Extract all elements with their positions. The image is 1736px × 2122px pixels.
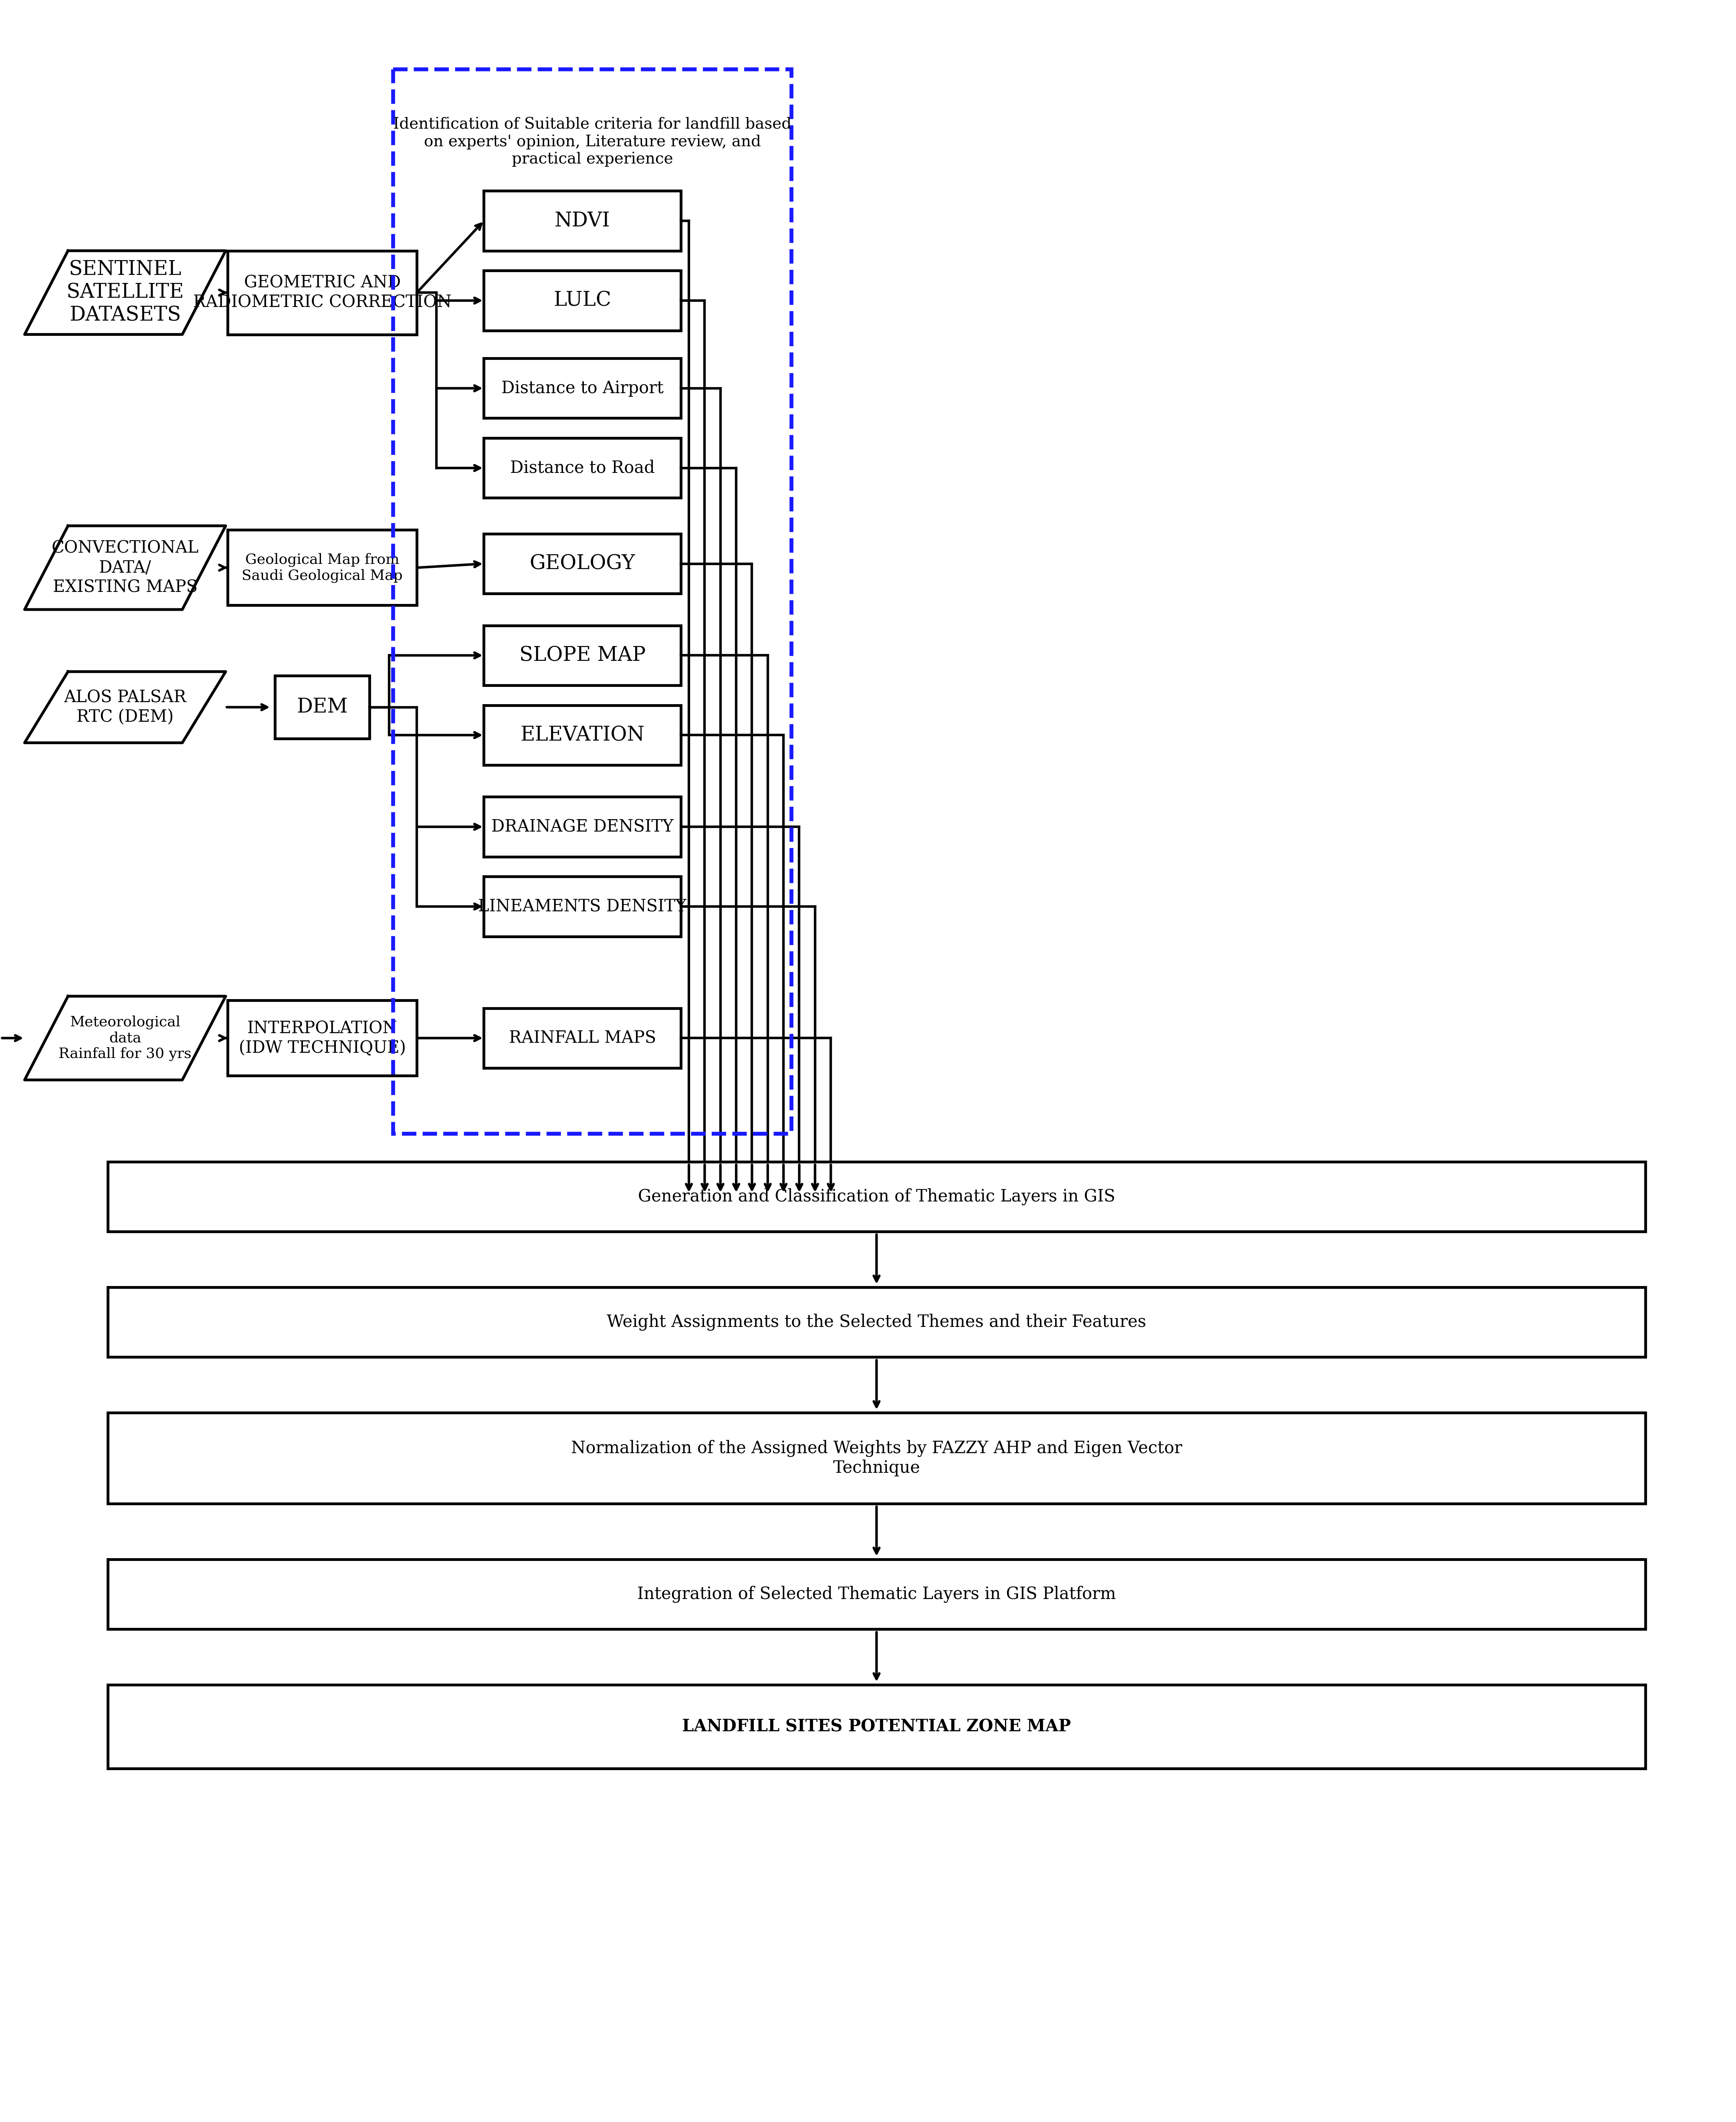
- Text: Distance to Road: Distance to Road: [510, 460, 654, 477]
- Text: Meteorological
data
Rainfall for 30 yrs: Meteorological data Rainfall for 30 yrs: [59, 1014, 191, 1061]
- Text: ALOS PALSAR
RTC (DEM): ALOS PALSAR RTC (DEM): [64, 690, 186, 726]
- Text: INTERPOLATION
(IDW TECHNIQUE): INTERPOLATION (IDW TECHNIQUE): [240, 1021, 406, 1057]
- Bar: [484, 359, 681, 418]
- Text: Weight Assignments to the Selected Themes and their Features: Weight Assignments to the Selected Theme…: [608, 1314, 1146, 1330]
- Bar: [394, 70, 792, 1133]
- Bar: [227, 999, 417, 1076]
- Text: CONVECTIONAL
DATA/
EXISTING MAPS: CONVECTIONAL DATA/ EXISTING MAPS: [52, 539, 198, 596]
- Text: GEOMETRIC AND
RADIOMETRIC CORRECTION: GEOMETRIC AND RADIOMETRIC CORRECTION: [193, 274, 451, 310]
- Text: SLOPE MAP: SLOPE MAP: [519, 645, 646, 666]
- Polygon shape: [24, 250, 226, 335]
- Bar: [484, 437, 681, 499]
- Polygon shape: [24, 673, 226, 743]
- Bar: [484, 1008, 681, 1067]
- Bar: [484, 798, 681, 857]
- Polygon shape: [24, 526, 226, 609]
- Text: LINEAMENTS DENSITY: LINEAMENTS DENSITY: [479, 898, 687, 915]
- Text: LULC: LULC: [554, 291, 611, 310]
- Bar: [484, 272, 681, 331]
- Bar: [108, 1161, 1646, 1231]
- Bar: [484, 705, 681, 766]
- Bar: [108, 1288, 1646, 1356]
- Text: ELEVATION: ELEVATION: [521, 726, 644, 745]
- Text: RAINFALL MAPS: RAINFALL MAPS: [509, 1029, 656, 1046]
- Text: Normalization of the Assigned Weights by FAZZY AHP and Eigen Vector
Technique: Normalization of the Assigned Weights by…: [571, 1441, 1182, 1477]
- Bar: [484, 626, 681, 685]
- Bar: [108, 1413, 1646, 1504]
- Text: SENTINEL
SATELLITE
DATASETS: SENTINEL SATELLITE DATASETS: [66, 259, 184, 325]
- Bar: [227, 530, 417, 605]
- Polygon shape: [24, 995, 226, 1080]
- Text: Distance to Airport: Distance to Airport: [502, 380, 663, 397]
- Text: GEOLOGY: GEOLOGY: [529, 554, 635, 573]
- Bar: [108, 1560, 1646, 1630]
- Text: Generation and Classification of Thematic Layers in GIS: Generation and Classification of Themati…: [637, 1188, 1115, 1205]
- Text: Geological Map from
Saudi Geological Map: Geological Map from Saudi Geological Map: [241, 552, 403, 584]
- Text: DRAINAGE DENSITY: DRAINAGE DENSITY: [491, 819, 674, 836]
- Bar: [484, 191, 681, 250]
- Text: NDVI: NDVI: [554, 210, 611, 231]
- Bar: [108, 1685, 1646, 1768]
- Text: DEM: DEM: [297, 698, 347, 717]
- Bar: [274, 675, 370, 738]
- Text: Identification of Suitable criteria for landfill based
on experts' opinion, Lite: Identification of Suitable criteria for …: [392, 117, 792, 168]
- Text: Integration of Selected Thematic Layers in GIS Platform: Integration of Selected Thematic Layers …: [637, 1585, 1116, 1602]
- Bar: [227, 250, 417, 335]
- Bar: [484, 876, 681, 936]
- Text: LANDFILL SITES POTENTIAL ZONE MAP: LANDFILL SITES POTENTIAL ZONE MAP: [682, 1719, 1071, 1736]
- Bar: [484, 535, 681, 594]
